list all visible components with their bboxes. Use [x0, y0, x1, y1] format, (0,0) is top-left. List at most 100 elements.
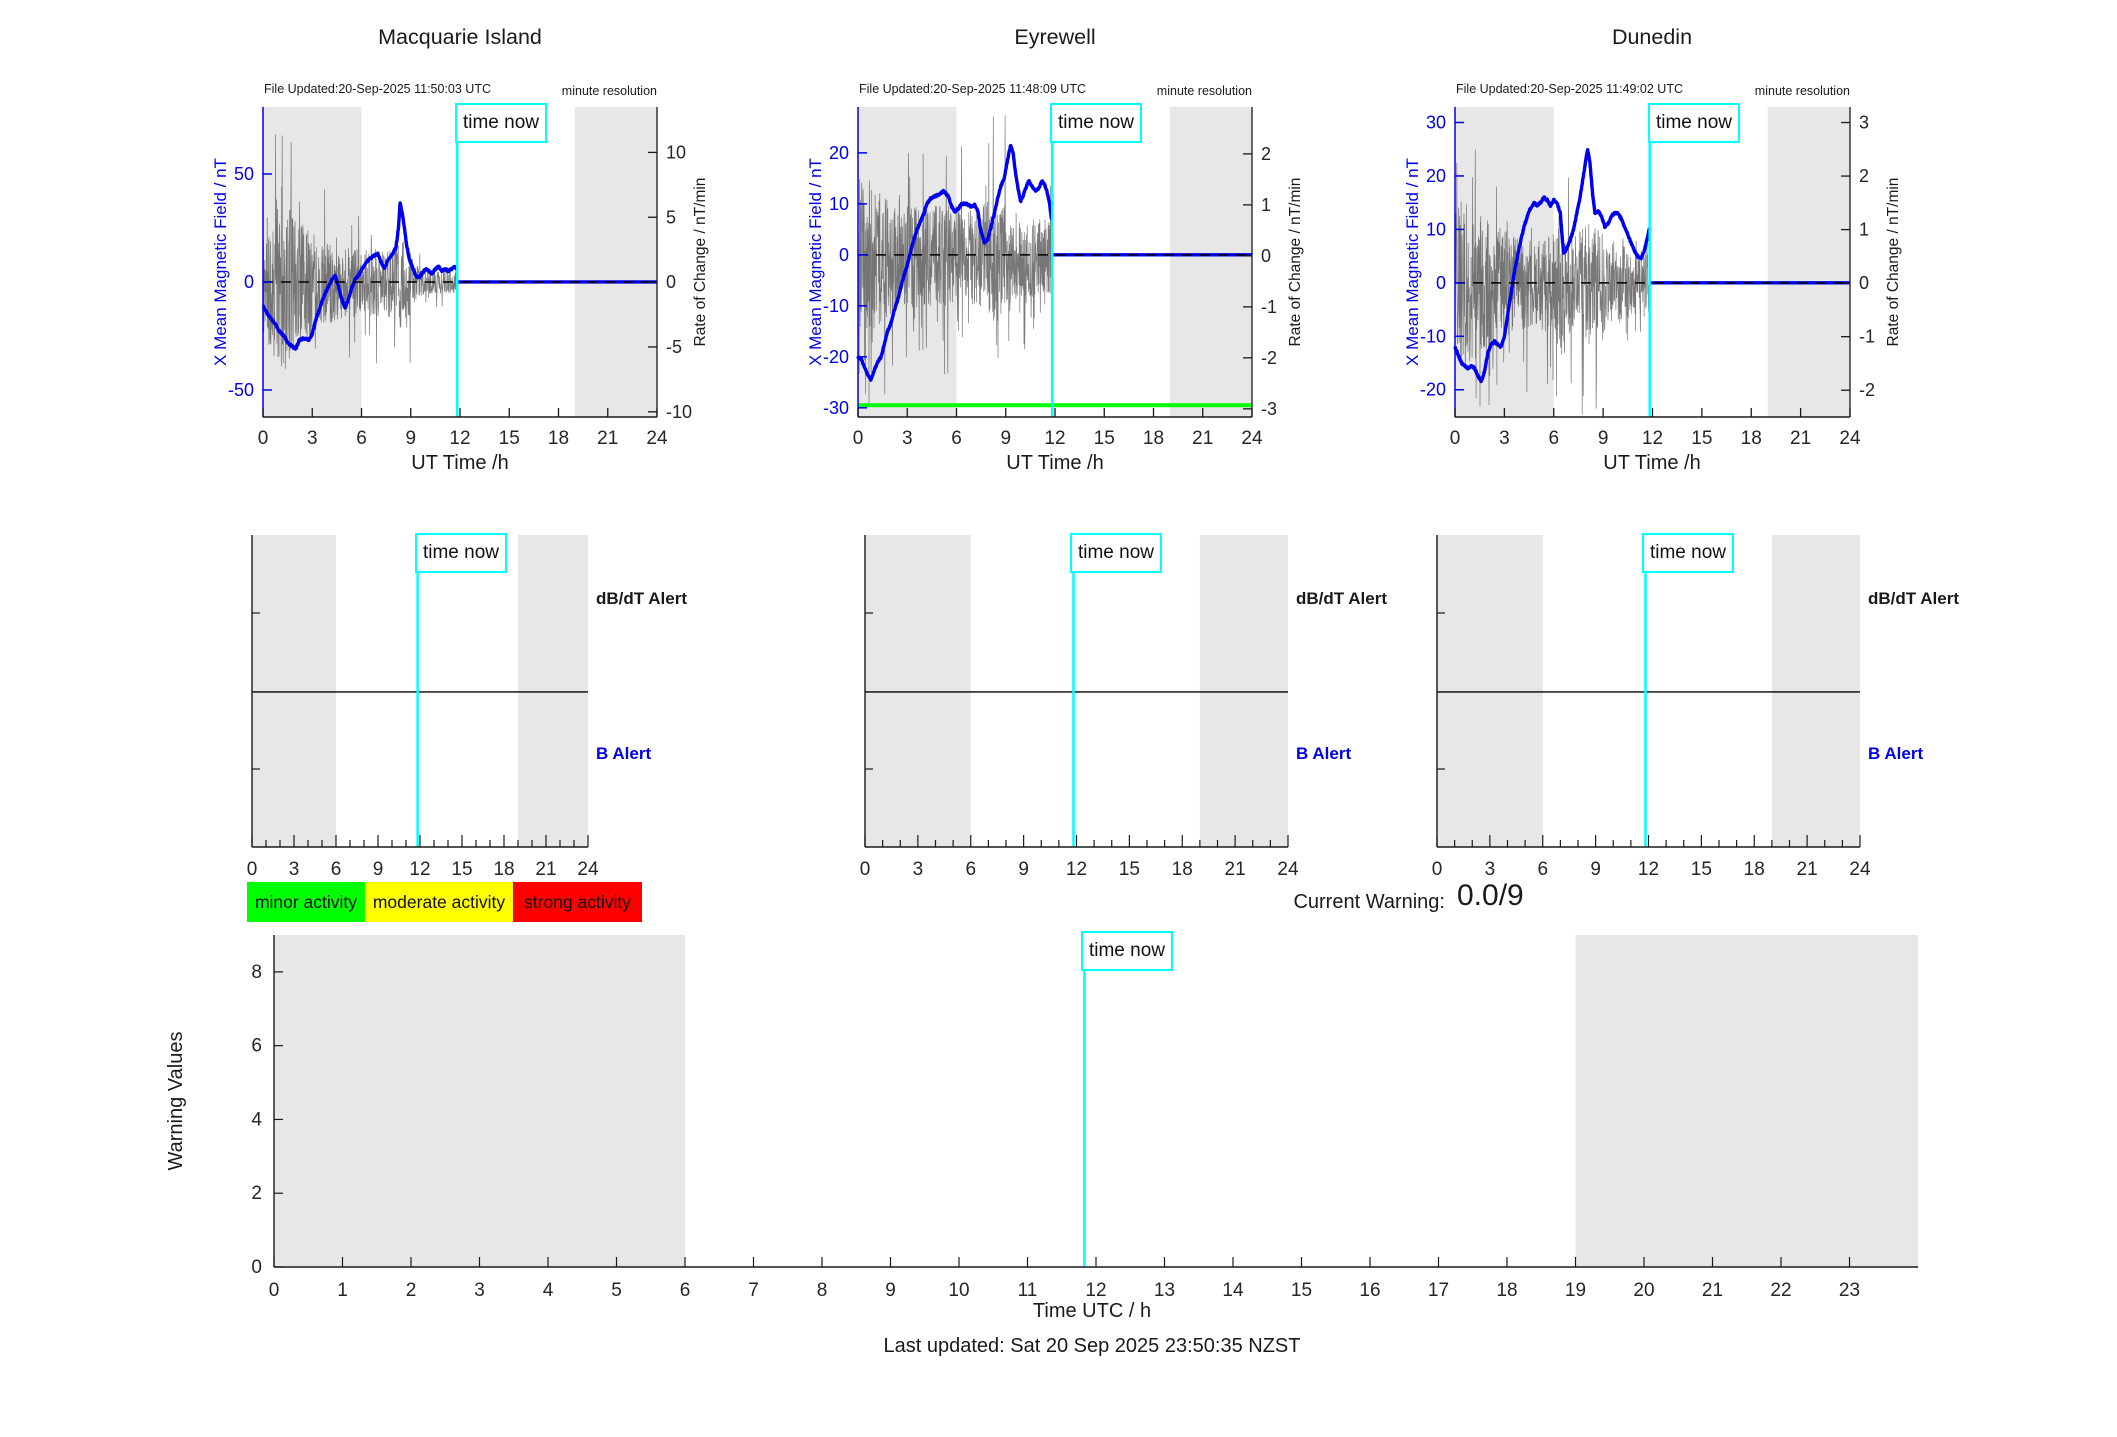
svg-text:10: 10: [948, 1280, 969, 1301]
svg-text:6: 6: [1537, 859, 1548, 880]
night-shading: [1575, 935, 1918, 1267]
svg-text:0: 0: [1859, 273, 1869, 293]
svg-text:9: 9: [885, 1280, 896, 1301]
svg-text:9: 9: [1598, 428, 1609, 449]
chart-title-eyrewell: Eyrewell: [1014, 25, 1096, 49]
alert-panel-2: 0 3 6 9 12 15 18 21 24: [860, 535, 1299, 880]
night-shading: [1767, 107, 1850, 417]
svg-text:0: 0: [1436, 273, 1446, 293]
svg-text:18: 18: [1744, 859, 1765, 880]
svg-text:0: 0: [258, 428, 269, 449]
y-axis-label-rate-eyrewell: Rate of Change / nT/min: [1287, 177, 1304, 347]
svg-text:3: 3: [289, 859, 300, 880]
svg-text:9: 9: [1590, 859, 1601, 880]
dbdt-alert-label: dB/dT Alert: [1868, 589, 1959, 608]
svg-text:21: 21: [1192, 428, 1213, 449]
svg-text:16: 16: [1359, 1280, 1380, 1301]
svg-text:2: 2: [1261, 144, 1271, 164]
svg-text:12: 12: [1642, 428, 1663, 449]
svg-text:18: 18: [493, 859, 514, 880]
svg-text:-10: -10: [1420, 326, 1446, 346]
svg-text:2: 2: [251, 1183, 262, 1204]
svg-text:21: 21: [597, 428, 618, 449]
svg-text:6: 6: [331, 859, 342, 880]
svg-text:7: 7: [748, 1280, 759, 1301]
svg-text:15: 15: [1691, 859, 1712, 880]
svg-text:3: 3: [307, 428, 318, 449]
svg-text:6: 6: [356, 428, 367, 449]
svg-text:20: 20: [1633, 1280, 1654, 1301]
svg-text:-5: -5: [666, 337, 682, 357]
svg-text:18: 18: [548, 428, 569, 449]
current-warning-value: 0.0/9: [1457, 879, 1524, 912]
resolution-note-eyrewell: minute resolution: [1156, 84, 1252, 98]
svg-text:19: 19: [1565, 1280, 1586, 1301]
night-shading: [252, 535, 336, 847]
svg-text:0: 0: [839, 245, 849, 265]
svg-text:24: 24: [646, 428, 668, 449]
time-now-flag: time now: [1648, 103, 1740, 143]
legend-minor-activity: minor activity: [247, 882, 365, 922]
svg-text:3: 3: [474, 1280, 485, 1301]
rate-of-change-trace: [262, 134, 458, 369]
svg-text:12: 12: [409, 859, 430, 880]
night-shading: [1199, 535, 1288, 847]
svg-text:5: 5: [611, 1280, 622, 1301]
svg-text:9: 9: [373, 859, 384, 880]
current-warning-label: Current Warning:: [1293, 891, 1445, 913]
svg-text:-3: -3: [1261, 399, 1277, 419]
svg-text:-1: -1: [1261, 297, 1277, 317]
x-axis-label-time-utc: Time UTC / h: [1032, 1300, 1152, 1322]
svg-text:2: 2: [406, 1280, 417, 1301]
svg-text:-1: -1: [1859, 327, 1875, 347]
svg-text:6: 6: [251, 1036, 262, 1057]
night-shading: [274, 935, 685, 1267]
svg-text:18: 18: [1741, 428, 1762, 449]
svg-text:30: 30: [1426, 113, 1446, 133]
svg-text:0: 0: [269, 1280, 280, 1301]
chart-title-macquarie: Macquarie Island: [378, 25, 542, 49]
svg-text:0: 0: [1450, 428, 1461, 449]
svg-text:9: 9: [405, 428, 416, 449]
svg-text:24: 24: [1277, 859, 1299, 880]
svg-text:0: 0: [251, 1257, 262, 1278]
svg-text:3: 3: [1859, 113, 1869, 133]
svg-text:-10: -10: [666, 402, 692, 422]
svg-text:2: 2: [1859, 166, 1869, 186]
night-shading: [518, 535, 588, 847]
svg-text:15: 15: [1291, 1280, 1312, 1301]
svg-text:8: 8: [251, 962, 262, 983]
svg-text:24: 24: [577, 859, 599, 880]
night-shading: [865, 535, 971, 847]
svg-text:3: 3: [1485, 859, 1496, 880]
svg-text:6: 6: [951, 428, 962, 449]
time-now-flag: time now: [1081, 931, 1173, 971]
dbdt-alert-label: dB/dT Alert: [596, 589, 687, 608]
x-axis-label-macquarie: UT Time /h: [411, 452, 509, 474]
legend-strong-activity: strong activity: [513, 882, 642, 922]
svg-text:6: 6: [965, 859, 976, 880]
file-updated-macquarie: File Updated:20-Sep-2025 11:50:03 UTC: [264, 82, 491, 96]
b-alert-label: B Alert: [596, 744, 652, 763]
y-axis-label-field-macquarie: X Mean Magnetic Field / nT: [211, 158, 230, 366]
svg-text:1: 1: [1859, 220, 1869, 240]
svg-text:21: 21: [1797, 859, 1818, 880]
time-now-flag: time now: [1642, 533, 1734, 573]
svg-text:24: 24: [1839, 428, 1861, 449]
svg-text:-50: -50: [228, 380, 254, 400]
svg-text:0: 0: [860, 859, 871, 880]
svg-text:0: 0: [1432, 859, 1443, 880]
svg-text:0: 0: [853, 428, 864, 449]
chart-title-dunedin: Dunedin: [1611, 25, 1693, 49]
svg-text:18: 18: [1143, 428, 1164, 449]
night-shading: [1771, 535, 1860, 847]
file-updated-dunedin: File Updated:20-Sep-2025 11:49:02 UTC: [1456, 82, 1683, 96]
svg-text:10: 10: [829, 194, 849, 214]
resolution-note-macquarie: minute resolution: [561, 84, 657, 98]
file-updated-eyrewell: File Updated:20-Sep-2025 11:48:09 UTC: [859, 82, 1086, 96]
